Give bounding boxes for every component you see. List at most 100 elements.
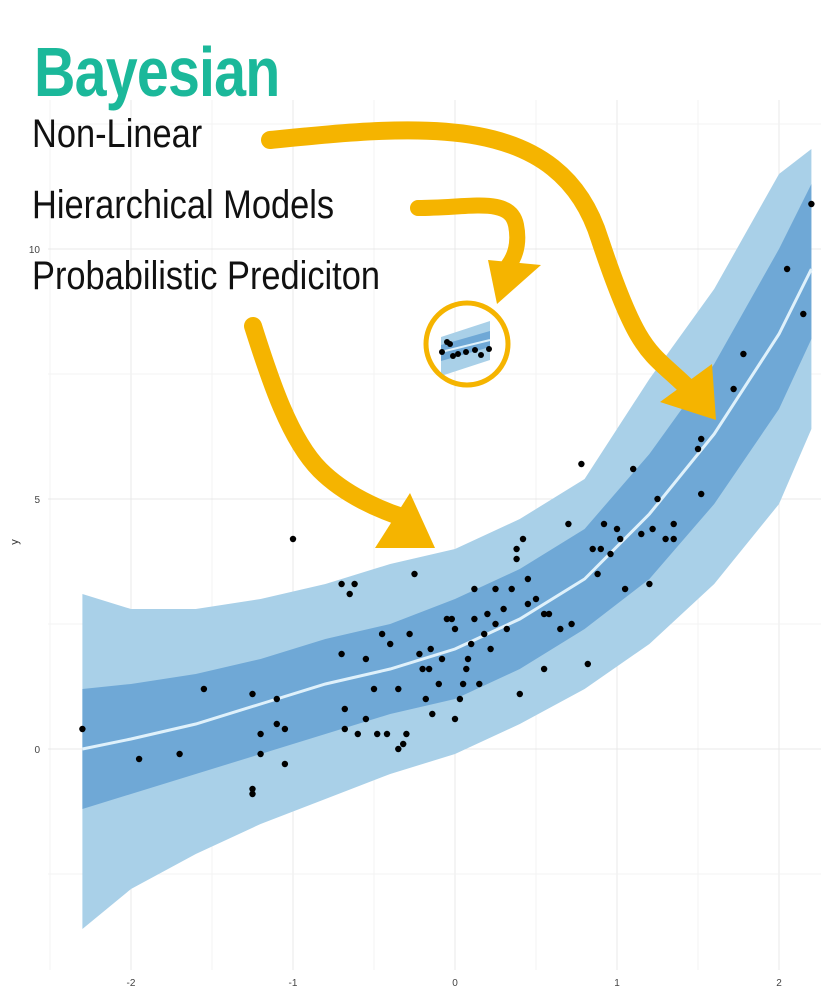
y-tick-label: 0 [34, 745, 40, 756]
data-point [419, 665, 426, 673]
data-point [621, 585, 629, 593]
inset-point [455, 351, 461, 357]
data-point [471, 585, 478, 593]
data-point [589, 545, 596, 553]
data-point [378, 630, 386, 638]
data-point [524, 600, 532, 608]
data-point [607, 550, 614, 558]
page-title: Bayesian [34, 33, 280, 111]
data-point [594, 570, 601, 578]
data-point [670, 520, 677, 528]
data-point [698, 435, 705, 443]
inset-point [463, 349, 469, 355]
annotation-arrows [244, 121, 716, 548]
data-point [508, 585, 515, 593]
hierarchical-inset [423, 300, 511, 388]
data-point [281, 725, 289, 733]
inset-point [486, 346, 492, 352]
data-point [346, 590, 353, 598]
data-point [362, 655, 370, 663]
data-point [568, 620, 575, 628]
data-point [249, 790, 256, 798]
data-point [257, 750, 264, 758]
data-point [448, 615, 455, 623]
data-point [565, 520, 572, 528]
x-tick-label: 0 [452, 978, 458, 989]
data-point [135, 755, 143, 763]
data-point [289, 535, 297, 543]
data-point [492, 620, 499, 628]
subtitle-hierarchical-models: Hierarchical Models [32, 183, 335, 227]
data-point [613, 525, 621, 533]
inset-point [439, 349, 445, 355]
data-point [638, 530, 645, 538]
tick-labels: -2 -1 0 1 2 0 5 10 [29, 245, 782, 989]
inner-prediction-band [82, 184, 812, 809]
data-point [362, 715, 370, 723]
data-point [416, 650, 423, 658]
data-point [443, 615, 451, 623]
data-point [630, 465, 637, 473]
data-point [257, 730, 264, 738]
data-point [351, 580, 358, 588]
data-point [468, 640, 475, 648]
data-point [249, 785, 256, 793]
arrow-non-linear-head [660, 364, 716, 420]
data-point [370, 685, 378, 693]
data-point [487, 645, 494, 653]
data-point [578, 460, 585, 468]
data-point [338, 650, 345, 658]
data-point [354, 730, 361, 738]
data-point [516, 690, 523, 698]
x-tick-label: 2 [776, 978, 782, 989]
data-point [435, 680, 442, 688]
data-point [374, 730, 381, 738]
data-point [513, 545, 520, 553]
data-point [425, 665, 433, 673]
data-point [422, 695, 429, 703]
data-point [557, 625, 564, 633]
prediction-bands [82, 149, 813, 929]
data-point [481, 630, 488, 638]
data-point [519, 535, 527, 543]
arrow-hierarchical [410, 197, 526, 274]
data-points [79, 200, 815, 798]
inset-point [472, 347, 478, 353]
data-point [532, 595, 540, 603]
data-point [484, 610, 491, 618]
data-point [783, 265, 791, 273]
inset-point [450, 353, 456, 359]
data-point [540, 610, 548, 618]
data-point [383, 730, 391, 738]
median-line [82, 268, 813, 751]
data-point [273, 695, 280, 703]
data-point [524, 575, 532, 583]
inset-point [447, 341, 453, 347]
data-point [459, 680, 467, 688]
data-point [387, 640, 394, 648]
x-tick-label: 1 [614, 978, 620, 989]
data-point [730, 385, 737, 393]
data-point [341, 725, 348, 733]
data-point [273, 720, 280, 728]
arrow-probabilistic-head [375, 493, 435, 548]
subtitle-non-linear: Non-Linear [32, 112, 203, 156]
data-point [540, 665, 548, 673]
data-point [545, 610, 553, 618]
arrow-non-linear [261, 121, 699, 399]
data-point [597, 545, 604, 553]
data-point [281, 760, 289, 768]
data-point [249, 690, 256, 698]
data-point [600, 520, 608, 528]
data-point [584, 660, 591, 668]
y-axis-label: y [9, 539, 21, 545]
data-point [492, 585, 499, 593]
data-point [451, 625, 459, 633]
data-point [800, 310, 807, 318]
data-point [646, 580, 653, 588]
x-tick-label: -2 [127, 978, 136, 989]
data-point [808, 200, 815, 208]
data-point [500, 605, 507, 613]
